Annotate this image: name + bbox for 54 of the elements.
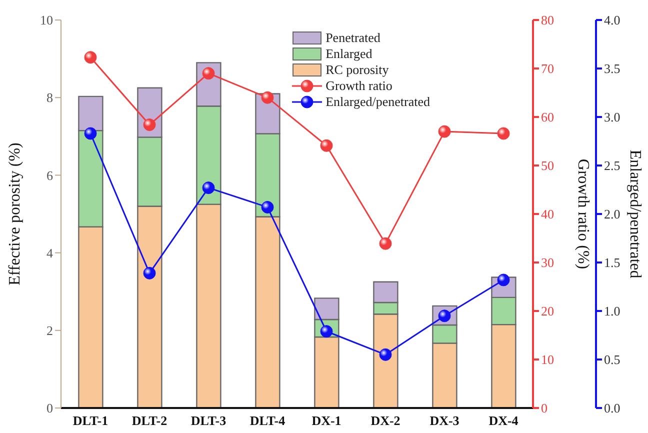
point [320, 139, 333, 152]
y3-tick-label: 0.5 [604, 352, 620, 368]
y-tick-label: 10 [40, 12, 53, 28]
y2-tick-label: 30 [541, 255, 554, 270]
y3-tick-label: 2.5 [604, 158, 620, 174]
x-tick-label: DLT-1 [72, 413, 108, 428]
x-tick-label: DX-3 [430, 413, 460, 428]
y3-tick-label: 1.5 [604, 255, 620, 270]
y3-tick-label: 1.0 [604, 304, 620, 319]
point [261, 200, 274, 214]
point [202, 182, 215, 194]
y2-tick-label: 40 [541, 206, 554, 222]
y-axis-title: Effective porosity (%) [6, 142, 24, 286]
y2-tick-label: 20 [541, 304, 554, 319]
legend-label: Enlarged/penetrated [326, 94, 430, 110]
y3-tick-label: 3.5 [604, 61, 620, 76]
point [202, 67, 215, 80]
point [84, 127, 97, 140]
y2-tick-label: 0 [541, 400, 548, 416]
y3-tick-label: 3.0 [604, 110, 620, 125]
y2-axis-title: Growth ratio (%) [574, 158, 592, 270]
y-tick-label: 0 [46, 400, 53, 416]
point [84, 51, 97, 64]
x-tick-label: DX-4 [488, 413, 519, 428]
y2-tick-label: 70 [541, 61, 554, 76]
x-tick-label: DLT-2 [132, 413, 168, 428]
point [379, 237, 392, 250]
y3-tick-label: 4.0 [604, 12, 620, 28]
x-tick-label: DLT-3 [190, 413, 227, 428]
y2-tick-label: 10 [541, 352, 554, 368]
point [497, 127, 510, 140]
x-tick-label: DX-2 [370, 413, 400, 428]
point [261, 91, 274, 104]
y3-tick-label: 2.0 [604, 206, 620, 222]
y-tick-label: 2 [46, 323, 53, 338]
y-tick-label: 4 [46, 245, 54, 260]
legend-label: Growth ratio [326, 78, 392, 94]
y2-tick-label: 60 [541, 110, 554, 125]
y-tick-label: 8 [46, 90, 53, 106]
y3-tick-label: 0.0 [604, 400, 620, 416]
legend-label: Penetrated [326, 30, 380, 46]
y-tick-label: 6 [46, 168, 54, 183]
y3-axis-title: Enlarged/penetrated [626, 150, 644, 278]
point [438, 125, 451, 138]
point [379, 348, 392, 361]
x-tick-label: DX-1 [312, 413, 342, 428]
y2-tick-label: 50 [541, 158, 554, 174]
x-tick-label: DLT-4 [250, 413, 286, 428]
legend-label: Enlarged [326, 46, 372, 62]
y2-tick-label: 80 [541, 12, 554, 28]
legend-label: RC porosity [326, 62, 389, 78]
point [143, 266, 156, 280]
point [497, 274, 510, 286]
point [143, 118, 156, 132]
